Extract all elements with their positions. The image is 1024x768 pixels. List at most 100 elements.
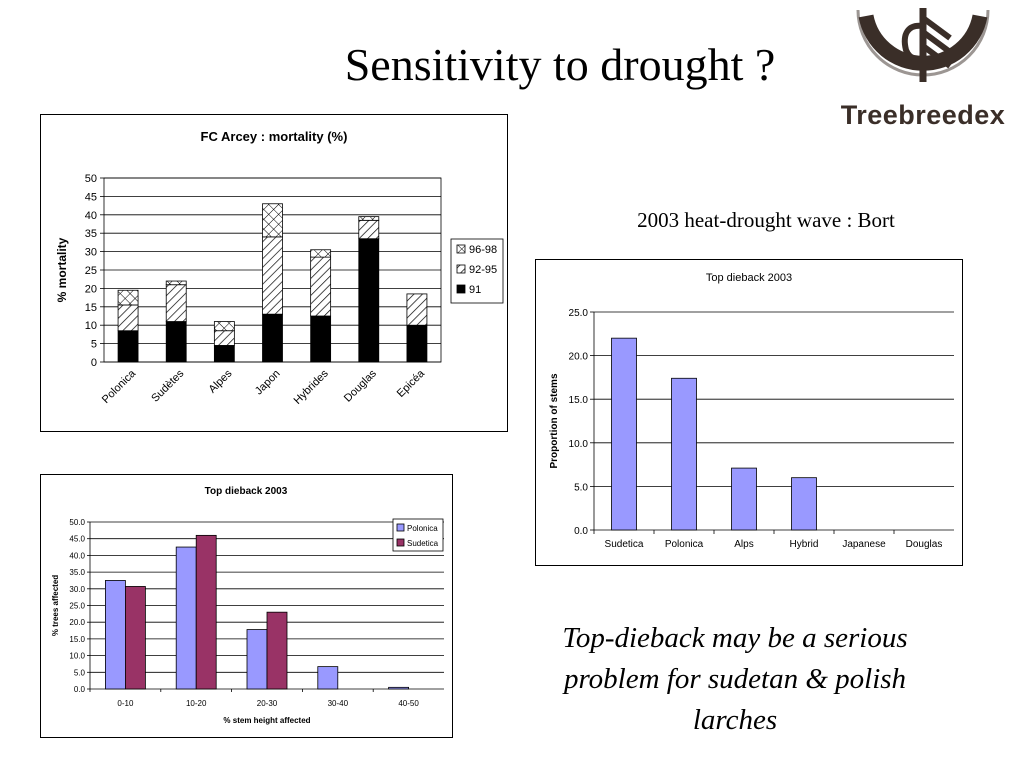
logo-wordmark: Treebreedex — [840, 100, 1006, 130]
y-tick-label: 5 — [91, 339, 97, 351]
bar-96-98 — [213, 321, 235, 332]
bar — [611, 337, 637, 531]
bar-92-95 — [213, 330, 235, 346]
bar-92-95 — [310, 256, 332, 317]
legend-swatch — [396, 523, 405, 532]
bar-91 — [406, 324, 428, 363]
bar — [731, 467, 757, 531]
bar-polonica — [246, 629, 268, 690]
bort-dieback-chart-frame: Top dieback 2003 Proportion of stems 0.0 5.… — [535, 259, 963, 566]
legend-swatch — [456, 264, 466, 274]
x-tick-label: 20-30 — [257, 699, 278, 708]
bar-96-98 — [117, 289, 139, 306]
y-tick-label: 45 — [85, 191, 97, 203]
x-tick-label: 0-10 — [117, 699, 134, 708]
x-tick-label: Japon — [253, 368, 283, 398]
chart-title: Top dieback 2003 — [706, 272, 792, 284]
bar — [791, 477, 817, 531]
x-tick-label: Polonica — [100, 367, 139, 406]
x-tick-label: 40-50 — [398, 699, 419, 708]
height-dieback-chart-frame: Top dieback 2003 % trees affected % stem h… — [40, 474, 453, 738]
bar-91 — [262, 313, 283, 363]
bar-sudetica — [266, 611, 288, 690]
bar-92-95 — [406, 293, 428, 326]
y-tick-label: 20.0 — [569, 352, 589, 363]
chart-legend: 96-98 92-95 91 — [450, 238, 504, 304]
chart-title: Top dieback 2003 — [205, 486, 288, 497]
y-axis-label: Proportion of stems — [549, 373, 560, 468]
x-tick-label: Douglas — [906, 539, 943, 550]
conclusion-text: Top-dieback may be a serious problem for… — [562, 622, 908, 736]
bar-96-98 — [165, 280, 187, 286]
x-tick-label: Douglas — [342, 367, 379, 404]
y-tick-label: 45.0 — [69, 535, 85, 544]
y-tick-label: 25.0 — [69, 602, 85, 611]
mortality-chart-frame: FC Arcey : mortality (%) % mortality 0 5 10 1… — [40, 114, 508, 432]
bar-92-95 — [262, 236, 283, 315]
y-tick-label: 15.0 — [569, 395, 589, 406]
bar-92-95 — [117, 304, 139, 332]
x-tick-label: Epicéa — [395, 367, 428, 400]
legend-swatch — [396, 538, 405, 547]
y-tick-label: 35 — [85, 228, 97, 240]
y-tick-label: 20 — [85, 283, 97, 295]
bar-91 — [310, 315, 332, 363]
y-tick-label: 15.0 — [69, 635, 85, 644]
legend-label: 91 — [469, 284, 481, 296]
x-tick-label: Hybrid — [790, 539, 819, 550]
bar-sudetica — [195, 534, 217, 690]
bort-dieback-chart: Top dieback 2003 Proportion of stems 0.0 5.… — [549, 272, 954, 550]
bar-polonica — [388, 686, 410, 690]
bar-91 — [165, 321, 187, 363]
slide-title: Sensitivity to drought ? — [344, 39, 776, 90]
bar-polonica — [105, 580, 126, 690]
y-tick-label: 5.0 — [74, 668, 86, 677]
legend-label: 96-98 — [469, 244, 497, 256]
logo-tree-icon — [856, 8, 990, 82]
bort-subtitle: 2003 heat-drought wave : Bort — [637, 208, 895, 232]
x-tick-label: Japanese — [842, 539, 886, 550]
legend-label: Sudetica — [407, 539, 439, 548]
y-tick-label: 35.0 — [69, 568, 85, 577]
y-tick-label: 30 — [85, 247, 97, 259]
x-tick-label: Alps — [734, 539, 753, 550]
y-tick-label: 15 — [85, 302, 97, 314]
y-tick-label: 0.0 — [574, 526, 588, 537]
y-tick-label: 10 — [85, 320, 97, 332]
bar-sudetica — [125, 586, 146, 690]
height-dieback-chart: Top dieback 2003 % trees affected % stem h… — [51, 486, 444, 725]
y-tick-label: 5.0 — [574, 482, 588, 493]
y-tick-label: 25.0 — [569, 308, 589, 319]
y-tick-label: 10.0 — [69, 652, 85, 661]
x-tick-label: Alpes — [207, 367, 235, 395]
y-tick-label: 40.0 — [69, 551, 85, 560]
y-tick-label: 50 — [85, 173, 97, 185]
y-axis-label: % mortality — [55, 237, 69, 302]
y-tick-label: 10.0 — [569, 439, 589, 450]
bar-92-95 — [165, 284, 187, 322]
bar-96-98 — [310, 249, 332, 258]
y-tick-label: 0 — [91, 357, 97, 369]
y-tick-label: 40 — [85, 210, 97, 222]
x-tick-label: Sudètes — [149, 367, 186, 404]
bar-polonica — [317, 666, 339, 690]
bar-91 — [358, 238, 380, 363]
y-tick-label: 30.0 — [69, 585, 85, 594]
x-tick-label: Sudetica — [605, 539, 644, 550]
x-tick-label: Polonica — [665, 539, 704, 550]
y-tick-label: 20.0 — [69, 618, 85, 627]
bar-91 — [117, 330, 139, 363]
chart-title: FC Arcey : mortality (%) — [201, 129, 348, 144]
bar-96-98 — [358, 216, 380, 221]
bar-96-98 — [262, 203, 283, 238]
mortality-chart: FC Arcey : mortality (%) % mortality 0 5 10 1… — [55, 129, 504, 407]
x-tick-label: 30-40 — [328, 699, 349, 708]
bar — [671, 377, 697, 531]
x-axis-label: % stem height affected — [223, 716, 310, 725]
treebreedex-logo: Treebreedex — [828, 4, 1018, 134]
y-axis-label: % trees affected — [51, 575, 60, 636]
y-tick-label: 0.0 — [74, 685, 86, 694]
legend-label: Polonica — [407, 524, 438, 533]
x-tick-label: 10-20 — [186, 699, 207, 708]
y-tick-label: 25 — [85, 265, 97, 277]
